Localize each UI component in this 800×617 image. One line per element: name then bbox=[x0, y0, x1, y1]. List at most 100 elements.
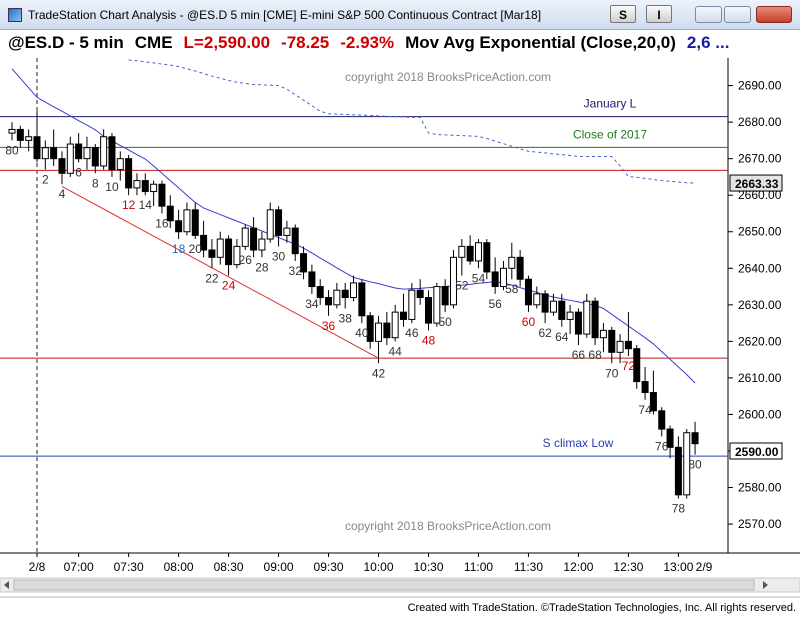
bar-label: 60 bbox=[522, 315, 536, 329]
bar-label: 8 bbox=[92, 176, 99, 190]
candle bbox=[558, 293, 566, 327]
scrollbar-thumb[interactable] bbox=[13, 579, 755, 591]
candle-body bbox=[583, 300, 591, 335]
candle-body bbox=[300, 253, 308, 273]
candle bbox=[666, 425, 674, 459]
candle bbox=[108, 133, 116, 177]
candle-body bbox=[666, 428, 674, 448]
candle-body bbox=[125, 158, 133, 189]
candle bbox=[441, 279, 449, 313]
candle bbox=[233, 239, 241, 269]
candle-body bbox=[225, 238, 233, 266]
y-tick-label: 2690.00 bbox=[738, 79, 782, 93]
x-tick-label: 10:30 bbox=[413, 560, 443, 574]
candle bbox=[474, 239, 482, 269]
y-tick-label: 2640.00 bbox=[738, 261, 782, 275]
candle-body bbox=[216, 238, 224, 258]
x-tick-label: 2/9 bbox=[696, 560, 713, 574]
candle bbox=[608, 326, 616, 364]
candle bbox=[449, 250, 457, 309]
candle bbox=[241, 224, 249, 251]
candle-body bbox=[83, 147, 91, 160]
candle-body bbox=[16, 128, 24, 141]
candle-body bbox=[350, 282, 358, 299]
bar-label: 14 bbox=[139, 198, 153, 212]
bar-label: 6 bbox=[75, 165, 82, 179]
candle bbox=[533, 286, 541, 309]
candle bbox=[574, 308, 582, 346]
candle-body bbox=[566, 311, 574, 320]
scroll-right-arrow[interactable] bbox=[763, 581, 768, 589]
x-tick-label: 09:00 bbox=[264, 560, 294, 574]
candle-body bbox=[100, 136, 108, 167]
candle bbox=[258, 231, 266, 258]
candle bbox=[33, 111, 41, 163]
candle bbox=[641, 366, 649, 400]
candle bbox=[100, 129, 108, 170]
candle bbox=[341, 282, 349, 309]
bar-label: 50 bbox=[438, 315, 452, 329]
toolbar-button[interactable]: S bbox=[610, 5, 636, 23]
scroll-left-arrow[interactable] bbox=[4, 581, 9, 589]
candle-body bbox=[599, 329, 607, 339]
candle bbox=[325, 290, 333, 316]
candle-body bbox=[266, 209, 274, 240]
candle-body bbox=[441, 286, 449, 306]
bar-label: 22 bbox=[205, 271, 219, 285]
bar-label: 42 bbox=[372, 366, 386, 380]
candle bbox=[458, 239, 466, 276]
candle bbox=[350, 275, 358, 302]
candle bbox=[383, 312, 391, 346]
candle-body bbox=[558, 300, 566, 320]
candle bbox=[275, 206, 283, 247]
candle-body bbox=[200, 234, 208, 251]
candle-body bbox=[108, 136, 116, 171]
candle bbox=[183, 202, 191, 236]
candle-body bbox=[499, 267, 507, 288]
x-tick-label: 13:00 bbox=[663, 560, 693, 574]
bar-label: 38 bbox=[339, 311, 353, 325]
candle-body bbox=[474, 242, 482, 262]
candle-body bbox=[516, 256, 524, 280]
close-button[interactable] bbox=[756, 6, 792, 23]
candle bbox=[91, 144, 99, 174]
x-tick-label: 2/8 bbox=[29, 560, 46, 574]
candle-body bbox=[358, 282, 366, 317]
candle-body bbox=[416, 289, 424, 299]
candle-body bbox=[91, 147, 99, 167]
candle bbox=[549, 293, 557, 316]
y-tick-label: 2680.00 bbox=[738, 115, 782, 129]
candle-body bbox=[333, 289, 341, 306]
candle bbox=[133, 173, 141, 196]
candle bbox=[333, 282, 341, 309]
bar-label: 70 bbox=[605, 366, 619, 380]
candle bbox=[50, 129, 58, 166]
x-tick-label: 12:00 bbox=[563, 560, 593, 574]
y-tick-label: 2630.00 bbox=[738, 298, 782, 312]
y-tick-label: 2580.00 bbox=[738, 481, 782, 495]
candle bbox=[508, 242, 516, 280]
bar-label: 30 bbox=[272, 249, 286, 263]
x-tick-label: 12:30 bbox=[613, 560, 643, 574]
candle-body bbox=[408, 289, 416, 320]
bar-label: 80 bbox=[688, 458, 702, 472]
candle bbox=[283, 220, 291, 243]
candle-body bbox=[591, 300, 599, 339]
candle-body bbox=[641, 381, 649, 394]
candle bbox=[200, 220, 208, 258]
maximize-button[interactable] bbox=[724, 6, 751, 23]
candle-body bbox=[541, 293, 549, 313]
candle bbox=[624, 312, 632, 356]
toolbar-button[interactable]: I bbox=[646, 5, 672, 23]
bar-label: 80 bbox=[5, 143, 19, 157]
candle bbox=[416, 279, 424, 305]
candle bbox=[541, 290, 549, 324]
candle-body bbox=[316, 286, 324, 299]
watermark: copyright 2018 BrooksPriceAction.com bbox=[345, 70, 551, 84]
y-tick-label: 2620.00 bbox=[738, 334, 782, 348]
candle-body bbox=[533, 293, 541, 306]
candle bbox=[316, 279, 324, 305]
candle bbox=[516, 250, 524, 287]
minimize-button[interactable] bbox=[695, 6, 722, 23]
candle bbox=[191, 202, 199, 240]
